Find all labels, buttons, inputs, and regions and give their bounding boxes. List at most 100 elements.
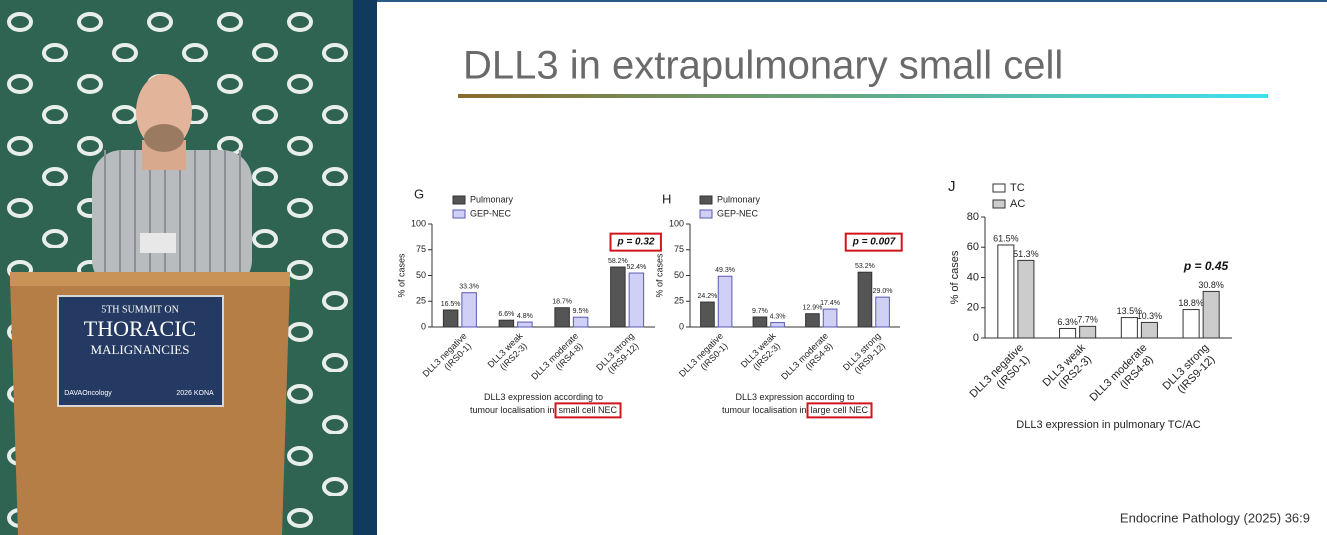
y-axis-label: % of cases	[396, 253, 406, 298]
value-label: 18.7%	[552, 299, 572, 306]
bar	[572, 316, 589, 328]
podium-line: MALIGNANCIES	[91, 342, 190, 357]
y-tick-label: 80	[967, 211, 979, 223]
y-tick-label: 100	[669, 218, 684, 228]
value-label: 12.9%	[802, 305, 822, 312]
highlight-box	[806, 402, 873, 419]
bar	[517, 321, 533, 328]
bar	[700, 301, 715, 328]
bar	[770, 322, 785, 328]
bar	[1202, 290, 1220, 339]
bar	[442, 309, 459, 328]
x-axis-label: tumour localisation in small cell NEC	[470, 405, 618, 415]
x-axis-label: DLL3 expression according to	[735, 392, 854, 402]
highlight-box	[554, 402, 622, 419]
value-label: 17.4%	[820, 300, 840, 307]
bar	[717, 275, 733, 328]
value-label: 61.5%	[993, 233, 1019, 243]
value-label: 13.5%	[1117, 306, 1143, 316]
x-axis-label: tumour localisation in large cell NEC	[722, 405, 869, 415]
podium-logo: DAVAOncology	[64, 390, 112, 397]
y-tick-label: 0	[973, 332, 979, 344]
x-axis-label-part: DLL3 expression according to	[735, 392, 854, 402]
value-label: 29.0%	[873, 288, 893, 295]
y-tick-label: 100	[411, 218, 426, 228]
bar	[822, 308, 838, 328]
x-axis-label-highlight: large cell NEC	[811, 405, 869, 415]
bar	[461, 292, 477, 328]
y-axis-label: % of cases	[654, 253, 664, 298]
value-label: 6.3%	[1057, 317, 1078, 327]
bar	[498, 319, 515, 328]
y-tick-label: 75	[416, 244, 426, 254]
x-axis-label-part: DLL3 expression according to	[484, 392, 603, 402]
x-axis-label: DLL3 expression according to	[484, 392, 603, 402]
value-label: 10.3%	[1137, 311, 1163, 321]
x-axis-label-part: tumour localisation in	[470, 405, 555, 415]
podium-line: 5TH SUMMIT ON	[101, 304, 179, 315]
y-tick-label: 25	[416, 296, 426, 306]
panel-label: H	[662, 191, 671, 206]
x-axis-label-part: tumour localisation in	[722, 405, 807, 415]
legend-label: Pulmonary	[470, 194, 514, 204]
slide-border	[377, 0, 1327, 2]
p-value: p = 0.007	[852, 237, 896, 248]
y-tick-label: 0	[679, 321, 684, 331]
slide	[377, 0, 1327, 535]
y-tick-label: 75	[674, 244, 684, 254]
value-label: 52.4%	[626, 264, 646, 271]
value-label: 9.5%	[573, 308, 589, 315]
bar	[628, 272, 645, 328]
p-value: p = 0.32	[617, 237, 655, 248]
value-label: 24.2%	[697, 293, 717, 300]
value-label: 49.3%	[715, 267, 735, 274]
value-label: 51.3%	[1013, 249, 1039, 259]
legend-label: Pulmonary	[717, 194, 761, 204]
value-label: 9.7%	[752, 308, 768, 315]
bar	[997, 244, 1015, 339]
x-axis-label-part: DLL3 expression in pulmonary TC/AC	[1016, 419, 1200, 431]
value-label: 16.5%	[441, 301, 461, 308]
y-tick-label: 50	[416, 270, 426, 280]
bar	[805, 313, 820, 328]
y-tick-label: 0	[421, 321, 426, 331]
bar	[1059, 327, 1077, 339]
value-label: 4.8%	[517, 313, 533, 320]
bar	[752, 316, 768, 328]
value-label: 53.2%	[855, 263, 875, 270]
legend-swatch	[992, 199, 1006, 209]
value-label: 18.8%	[1178, 298, 1204, 308]
y-tick-label: 50	[674, 270, 684, 280]
bar	[1182, 309, 1200, 339]
bar	[1120, 317, 1138, 339]
value-label: 58.2%	[608, 258, 628, 265]
value-label: 4.3%	[770, 313, 786, 320]
legend-swatch	[992, 183, 1006, 193]
citation: Endocrine Pathology (2025) 36:9	[1120, 510, 1310, 525]
value-label: 6.6%	[498, 311, 514, 318]
legend-label: GEP-NEC	[717, 208, 759, 218]
title-rule	[458, 94, 1268, 98]
bar	[1140, 321, 1158, 339]
value-label: 30.8%	[1198, 280, 1224, 290]
legend-swatch	[699, 195, 713, 205]
y-tick-label: 40	[967, 271, 979, 283]
legend-label: AC	[1010, 198, 1025, 210]
p-value-box	[609, 232, 662, 252]
p-value-box	[844, 232, 903, 252]
y-tick-label: 25	[674, 296, 684, 306]
speaker-video: 5TH SUMMIT ON THORACIC MALIGNANCIES DAVA…	[0, 0, 377, 535]
x-axis-label-highlight: small cell NEC	[559, 405, 618, 415]
slide-title: DLL3 in extrapulmonary small cell	[463, 44, 1063, 88]
legend-label: GEP-NEC	[470, 208, 512, 218]
bar	[857, 271, 873, 328]
legend-swatch	[699, 209, 713, 219]
legend-label: TC	[1010, 182, 1025, 194]
panel-label: G	[414, 186, 424, 201]
y-tick-label: 60	[967, 241, 979, 253]
p-value: p = 0.45	[1183, 259, 1229, 273]
x-axis-label: DLL3 expression in pulmonary TC/AC	[1016, 419, 1200, 431]
panel-label: J	[948, 178, 956, 195]
